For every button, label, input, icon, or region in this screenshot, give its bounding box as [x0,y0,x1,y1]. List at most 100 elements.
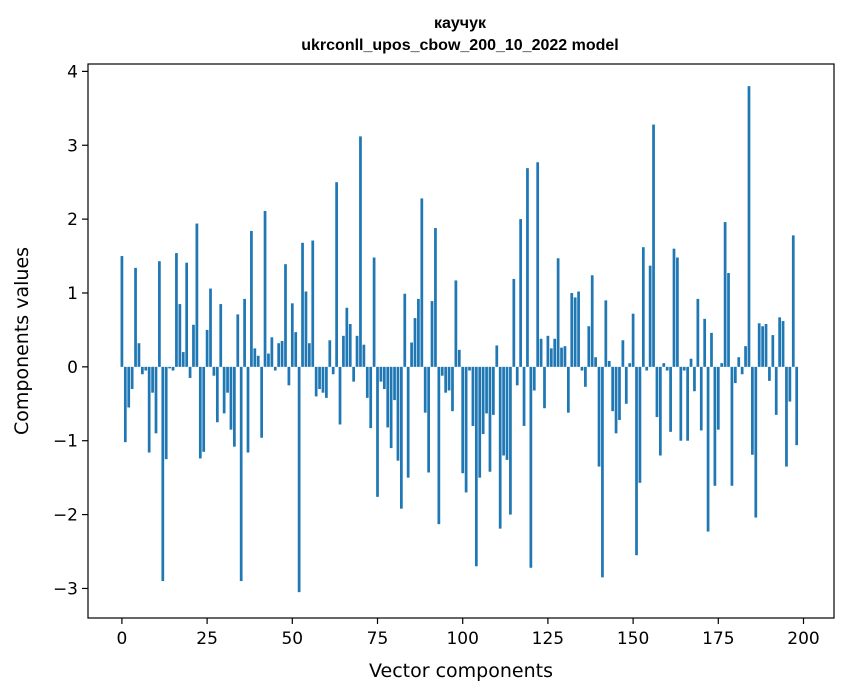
bar [727,273,730,367]
bar [406,366,410,478]
bar [413,318,417,367]
bar [696,298,700,367]
bar [566,366,570,413]
bar [587,326,591,367]
bar [253,348,257,367]
bar [580,366,584,371]
bar [325,366,328,398]
bar [188,366,192,378]
bar [280,341,284,367]
bar [519,219,523,367]
bar [307,343,311,367]
bar [665,366,669,371]
bar [314,366,318,397]
bar [198,366,202,459]
bar [175,253,178,367]
bar [311,240,315,367]
bar [263,210,267,367]
bar [178,304,182,367]
bar [628,363,632,367]
bar [553,338,557,367]
bar [222,366,226,414]
bar [267,353,270,367]
bar [447,366,451,391]
bar [546,335,550,367]
bar [205,329,209,367]
bar [250,230,253,367]
bar [723,222,727,367]
bar [277,343,281,367]
bar [454,280,458,367]
bar [151,366,154,393]
bar [522,366,526,426]
bar [699,366,703,431]
x-tick-label: 175 [702,629,734,649]
y-tick-label: 1 [67,284,78,304]
bar [359,136,362,367]
bar [641,247,645,367]
bar [740,366,744,375]
bar [611,366,615,412]
bar [618,366,621,421]
bar [236,314,240,367]
bar [498,366,502,529]
bar [158,261,161,367]
bar [652,124,655,367]
bar [212,366,216,376]
bar [556,258,560,367]
bar [304,291,308,367]
bar [730,366,734,486]
bar [202,366,206,452]
bar [239,366,243,582]
bar [328,340,332,367]
bar [256,355,260,367]
bar [246,366,250,453]
bar [614,366,618,434]
bar [168,366,171,369]
bar [635,366,638,556]
bar [372,257,376,367]
bar [171,366,175,371]
bar [597,366,601,467]
bar [757,323,761,367]
bar [492,366,495,415]
chart-title: каучук [434,15,487,32]
bar [352,366,356,382]
bar [713,366,717,486]
bar [584,366,587,387]
bar [481,366,485,435]
bar [737,357,741,367]
x-tick-label: 25 [196,629,218,649]
bar [509,366,512,515]
y-tick-label: −1 [53,432,78,452]
bar [577,291,580,367]
bar [471,366,475,426]
bars-group [120,86,799,593]
bar [689,358,693,367]
bar [338,366,342,425]
bar [430,301,434,367]
bar [365,366,369,398]
x-tick-label: 200 [787,629,819,649]
plot-frame [87,63,835,619]
bar [795,366,799,446]
chart-subtitle: ukrconll_upos_cbow_200_10_2022 model [301,37,618,54]
bar [676,257,679,367]
bar [410,342,413,367]
bar [321,366,325,393]
bar [573,297,577,367]
bar [791,235,795,367]
bar [747,86,751,367]
bar [444,366,448,393]
bar [137,343,141,367]
bar [744,346,747,367]
bar [355,335,359,367]
bar [420,198,424,367]
bar [318,366,321,390]
bar [301,242,304,367]
bar [423,366,427,413]
bar [437,366,441,525]
bar [505,366,509,460]
bar [645,366,649,371]
